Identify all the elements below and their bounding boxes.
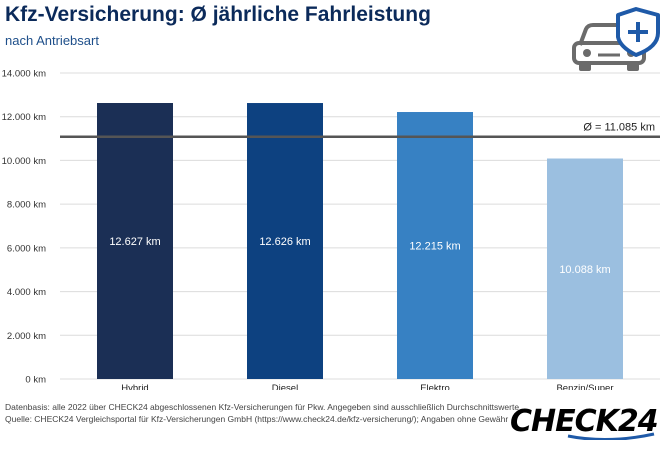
bar-value-label: 12.627 km [109,236,160,248]
x-category-label: Hybrid [121,383,148,390]
y-tick-label: 2.000 km [7,331,46,342]
bar-diesel [247,103,323,380]
car-shield-plus-icon [572,7,660,71]
bar-elektro [397,112,473,379]
y-tick-label: 4.000 km [7,287,46,298]
x-category-label: Diesel [272,383,298,390]
bar-value-label: 12.215 km [409,241,460,253]
y-tick-label: 14.000 km [2,69,46,80]
chart-title: Kfz-Versicherung: Ø jährliche Fahrleistu… [5,3,431,26]
y-tick-label: 10.000 km [2,156,46,167]
footnote-source: Quelle: CHECK24 Vergleichsportal für Kfz… [5,414,509,424]
check24-logo: CHECK24 [510,404,658,440]
y-tick-label: 12.000 km [2,112,46,123]
y-tick-label: 0 km [25,375,46,386]
x-category-label: Benzin/Super [556,383,613,390]
bar-value-label: 10.088 km [559,264,610,276]
y-tick-label: 8.000 km [7,200,46,211]
bar-hybrid [97,103,173,379]
bar-benzin-super [547,158,623,379]
x-category-label: Elektro [420,383,450,390]
y-tick-label: 6.000 km [7,243,46,254]
average-label: Ø = 11.085 km [583,122,655,134]
bar-chart: 0 km 2.000 km 4.000 km 6.000 km 8.000 km 10.0… [2,69,660,390]
svg-text:CHECK24: CHECK24 [510,404,658,439]
chart-subtitle: nach Antriebsart [5,33,99,48]
bar-value-label: 12.626 km [259,236,310,248]
footnote-data-basis: Datenbasis: alle 2022 über CHECK24 abges… [5,402,522,412]
